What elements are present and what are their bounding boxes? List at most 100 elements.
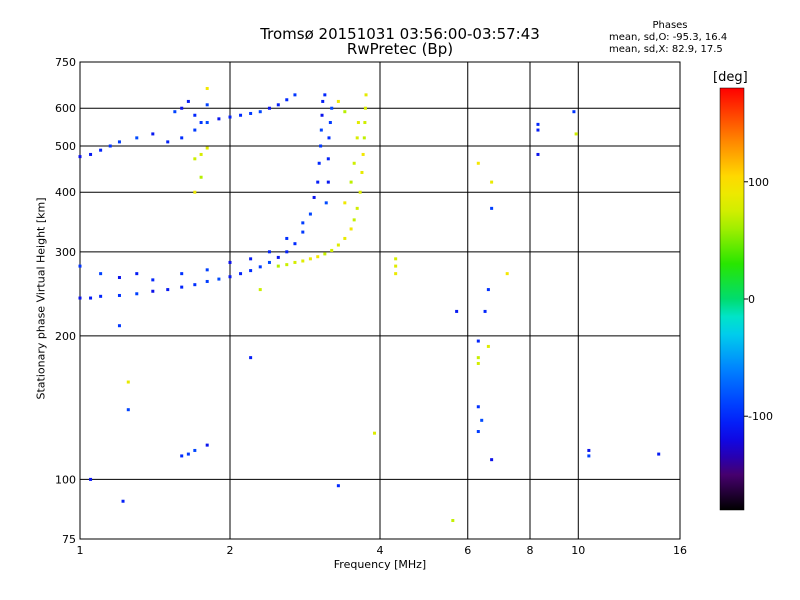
data-point-x [193,190,197,194]
colorbar-tick-label: -100 [748,410,773,423]
data-point-o [276,103,280,107]
x-axis-label: Frequency [MHz] [333,558,427,571]
chart-subtitle: RwPretec (Bp) [346,40,454,58]
data-point-o [536,128,540,132]
data-point-o [572,110,576,114]
data-point-x [394,257,398,261]
data-point-o [323,93,327,97]
data-point-o [490,458,494,462]
data-point-x [193,157,197,161]
data-point-x [316,255,320,259]
data-point-o [217,277,221,281]
data-point-o [476,405,480,409]
data-point-o [135,292,139,296]
data-point-o [293,242,297,246]
data-point-x [490,180,494,184]
data-point-o [166,288,170,292]
data-point-o [205,443,209,447]
data-point-x [352,161,356,165]
data-point-o [587,448,591,452]
data-point-o [330,106,334,110]
data-point-o [205,268,209,272]
data-point-o [89,296,93,300]
data-point-o [180,136,184,140]
data-point-x [476,161,480,165]
data-point-o [328,121,332,125]
data-point-o [587,454,591,458]
data-point-x [355,136,359,140]
data-point-o [193,113,197,117]
y-tick-label: 75 [62,533,76,546]
data-point-x [349,180,353,184]
data-point-o [285,98,289,102]
data-point-o [117,324,121,328]
colorbar-tick-label: 0 [748,293,755,306]
data-point-o [186,452,190,456]
data-point-o [135,272,139,276]
data-point-o [258,110,262,114]
data-point-o [321,99,325,103]
phases-header: Phases [652,20,688,31]
data-point-x [258,288,262,292]
data-point-o [249,356,253,360]
chart-title: Tromsø 20151031 03:56:00-03:57:43 [260,25,540,43]
data-point-o [486,288,490,292]
data-point-o [249,257,253,261]
data-point-o [121,499,125,503]
data-point-o [205,103,209,107]
data-point-x [486,344,490,348]
data-point-o [228,275,232,279]
data-point-x [476,361,480,365]
data-point-o [480,418,484,422]
data-point-x [349,227,353,231]
data-point-o [319,144,323,148]
data-point-o [267,106,271,110]
data-point-o [476,430,480,434]
data-point-x [330,248,334,252]
data-point-o [99,148,103,152]
data-point-x [199,175,203,179]
data-point-x [355,206,359,210]
data-point-o [193,283,197,287]
data-point-o [180,285,184,289]
data-point-o [483,309,487,313]
data-point-o [135,136,139,140]
data-point-o [108,144,112,148]
data-point-o [151,289,155,293]
data-point-o [151,278,155,282]
data-point-o [327,136,331,140]
data-point-x [451,519,455,523]
data-point-x [361,152,365,156]
y-tick-label: 300 [55,246,76,259]
data-point-o [173,110,177,114]
data-point-x [308,257,312,261]
y-tick-label: 750 [55,56,76,69]
data-point-o [193,128,197,132]
data-point-o [239,272,243,276]
data-point-o [455,309,459,313]
data-point-x [364,93,368,97]
data-point-o [199,121,203,125]
data-point-x [301,259,305,263]
data-point-x [343,236,347,240]
data-point-o [193,448,197,452]
phases-stats-x: mean, sd,X: 82.9, 17.5 [609,44,723,55]
data-point-o [180,272,184,276]
plot-frame [79,61,681,540]
data-point-x [126,380,130,384]
x-tick-label: 16 [673,544,687,557]
data-point-o [301,230,305,234]
data-point-x [276,264,280,268]
y-tick-label: 400 [55,186,76,199]
data-point-x [360,170,364,174]
data-point-x [343,110,347,114]
colorbar-label: [deg] [713,70,748,85]
data-point-x [336,99,340,103]
data-point-o [285,250,289,254]
data-point-x [205,86,209,90]
data-point-o [308,212,312,216]
data-point-o [239,113,243,117]
y-tick-label: 200 [55,330,76,343]
data-point-o [316,180,320,184]
data-point-x [352,218,356,222]
